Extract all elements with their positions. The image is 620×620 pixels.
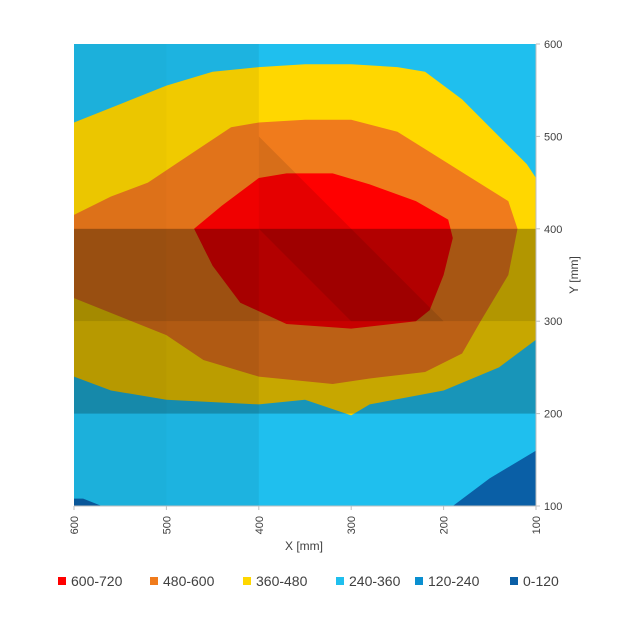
x-tick-label: 300 bbox=[346, 516, 358, 534]
x-axis-title: X [mm] bbox=[285, 539, 323, 553]
legend-item: 600-720 bbox=[58, 573, 123, 589]
legend-item: 240-360 bbox=[336, 573, 401, 589]
legend-label: 600-720 bbox=[71, 573, 123, 589]
plot-area bbox=[74, 44, 536, 506]
legend-item: 120-240 bbox=[415, 573, 480, 589]
legend-item: 360-480 bbox=[243, 573, 308, 589]
legend-swatch bbox=[58, 577, 66, 585]
legend-swatch bbox=[150, 577, 158, 585]
legend-swatch bbox=[243, 577, 251, 585]
contour-region-0-120 bbox=[452, 450, 536, 506]
legend-swatch bbox=[415, 577, 423, 585]
x-tick-label: 600 bbox=[69, 516, 81, 534]
contour-region-600-720 bbox=[194, 173, 453, 329]
legend-label: 120-240 bbox=[428, 573, 480, 589]
legend-swatch bbox=[510, 577, 518, 585]
x-tick-label: 400 bbox=[254, 516, 266, 534]
x-tick-label: 500 bbox=[161, 516, 173, 534]
legend-label: 240-360 bbox=[349, 573, 401, 589]
shading-band bbox=[74, 321, 536, 414]
y-tick-label: 300 bbox=[544, 316, 562, 328]
contour-region-0-120 bbox=[74, 498, 102, 506]
legend-label: 360-480 bbox=[256, 573, 308, 589]
shading-facet bbox=[258, 136, 444, 322]
x-tick-label: 100 bbox=[531, 516, 543, 534]
legend-item: 480-600 bbox=[150, 573, 215, 589]
x-tick-label: 200 bbox=[439, 516, 451, 534]
y-tick-label: 200 bbox=[544, 409, 562, 421]
y-tick-label: 600 bbox=[544, 39, 562, 51]
legend-item: 0-120 bbox=[510, 573, 559, 589]
legend: 600-720 480-600 360-480 240-360 120-240 0-120 bbox=[58, 573, 559, 589]
legend-label: 480-600 bbox=[163, 573, 215, 589]
y-axis-title: Y [mm] bbox=[567, 256, 581, 294]
shading-column bbox=[166, 44, 259, 506]
legend-label: 0-120 bbox=[523, 573, 559, 589]
y-tick-label: 500 bbox=[544, 131, 562, 143]
axes: X [mm] Y [mm] 600 500 400 300 200 100 600 500 40… bbox=[69, 39, 581, 553]
shading-band bbox=[74, 228, 536, 322]
y-tick-label: 400 bbox=[544, 224, 562, 236]
shading-column bbox=[74, 44, 167, 506]
surface-shading bbox=[74, 44, 536, 506]
legend-swatch bbox=[336, 577, 344, 585]
y-tick-label: 100 bbox=[544, 501, 562, 513]
